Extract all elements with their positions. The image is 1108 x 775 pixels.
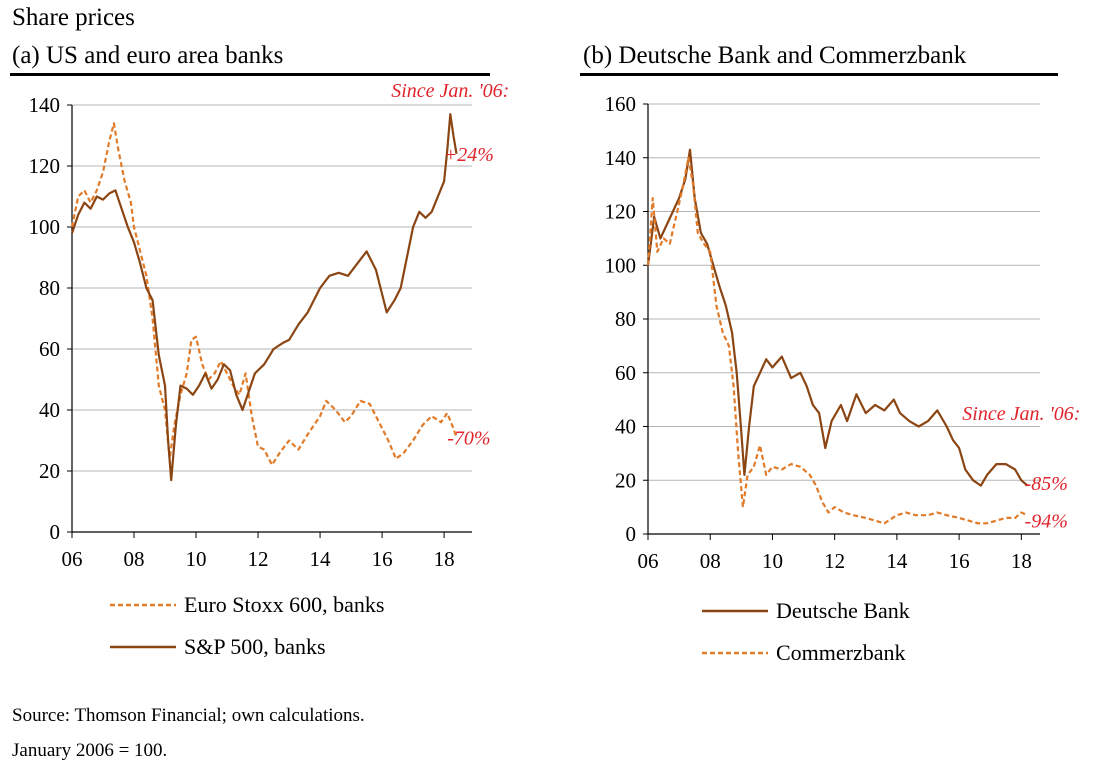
y-tick-label-b-160: 160: [605, 92, 637, 116]
y-tick-label-b-100: 100: [605, 253, 637, 277]
legend-item-euro-stoxx: Euro Stoxx 600, banks: [108, 592, 384, 618]
panel-a-rule: [10, 73, 490, 76]
y-tick-label-b-40: 40: [615, 415, 636, 439]
x-tick-label-a-16: 16: [372, 547, 393, 571]
x-tick-label-b-18: 18: [1011, 549, 1032, 573]
x-tick-label-b-08: 08: [700, 549, 721, 573]
legend-item-sp500: S&P 500, banks: [108, 634, 326, 660]
legend-swatch-dashed: [110, 603, 176, 607]
y-tick-label-b-80: 80: [615, 307, 636, 331]
legend-label-deutsche-bank: Deutsche Bank: [776, 598, 910, 623]
annotation-b-2: -94%: [1025, 511, 1068, 533]
panel-a-title: (a) US and euro area banks: [12, 42, 284, 69]
y-tick-label-b-120: 120: [605, 200, 637, 224]
legend-swatch-dashed: [702, 651, 768, 655]
x-tick-label-b-16: 16: [949, 549, 970, 573]
legend-item-commerzbank: Commerzbank: [700, 640, 906, 666]
y-tick-label-a-140: 140: [29, 93, 61, 117]
legend-item-deutsche-bank: Deutsche Bank: [700, 598, 910, 624]
y-tick-label-b-0: 0: [626, 522, 637, 546]
y-tick-label-b-20: 20: [615, 468, 636, 492]
x-tick-label-b-14: 14: [886, 549, 908, 573]
annotation-b-1: -85%: [1025, 473, 1068, 495]
annotation-a-0: Since Jan. '06:: [391, 80, 509, 102]
legend-swatch-solid: [110, 645, 176, 649]
base-note: January 2006 = 100.: [12, 740, 168, 761]
panel-b-title: (b) Deutsche Bank and Commerzbank: [583, 42, 967, 69]
y-tick-label-a-120: 120: [29, 154, 61, 178]
x-tick-label-a-10: 10: [186, 547, 207, 571]
y-tick-label-a-20: 20: [39, 459, 60, 483]
x-tick-label-a-12: 12: [248, 547, 269, 571]
annotation-b-0: Since Jan. '06:: [962, 403, 1080, 425]
x-tick-label-a-08: 08: [124, 547, 145, 571]
x-tick-label-a-14: 14: [310, 547, 332, 571]
series-line-a-1: [70, 113, 458, 482]
x-tick-label-b-10: 10: [762, 549, 783, 573]
panel-b-rule: [580, 73, 1058, 76]
figure-title: Share prices: [12, 4, 135, 31]
annotation-a-1: +24%: [444, 144, 494, 166]
series-line-b-0: [646, 148, 1029, 487]
x-tick-label-a-06: 06: [62, 547, 83, 571]
x-tick-label-b-06: 06: [638, 549, 659, 573]
annotation-a-2: -70%: [447, 427, 490, 449]
x-tick-label-b-12: 12: [824, 549, 845, 573]
legend-label-commerzbank: Commerzbank: [776, 640, 906, 665]
y-tick-label-a-0: 0: [50, 520, 61, 544]
y-tick-label-a-100: 100: [29, 215, 61, 239]
y-tick-label-a-60: 60: [39, 337, 60, 361]
legend-swatch-solid: [702, 609, 768, 613]
y-tick-label-a-80: 80: [39, 276, 60, 300]
y-tick-label-a-40: 40: [39, 398, 60, 422]
legend-label-sp500: S&P 500, banks: [184, 634, 326, 659]
legend-label-euro-stoxx: Euro Stoxx 600, banks: [184, 592, 385, 617]
y-tick-label-b-60: 60: [615, 361, 636, 385]
x-tick-label-a-18: 18: [434, 547, 455, 571]
series-line-b-1: [646, 156, 1029, 525]
source-note: Source: Thomson Financial; own calculati…: [12, 705, 365, 726]
y-tick-label-b-140: 140: [605, 146, 637, 170]
